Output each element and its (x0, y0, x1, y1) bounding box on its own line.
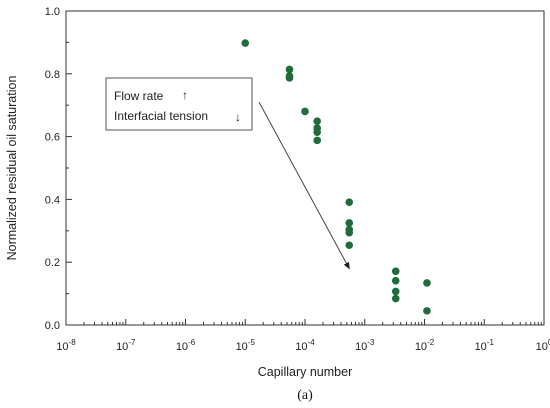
data-point (313, 128, 321, 137)
x-axis-title: Capillary number (258, 365, 352, 379)
data-point (423, 279, 431, 287)
x-tick-label: 10-3 (355, 338, 375, 353)
y-tick-label: 0.6 (45, 132, 60, 144)
x-tick-label: 10-5 (236, 338, 256, 353)
panel-label: (a) (297, 388, 313, 403)
data-point (285, 65, 294, 74)
x-tick-label: 10-2 (415, 338, 435, 353)
down-arrow-icon: ↓ (235, 110, 241, 124)
data-point (301, 107, 309, 116)
x-tick-label: 10-1 (475, 338, 495, 353)
up-arrow-icon: ↑ (182, 88, 188, 102)
data-point (423, 307, 431, 315)
data-point (391, 267, 400, 276)
data-point (345, 241, 354, 250)
y-tick-label: 1.0 (45, 6, 60, 18)
x-tick-label: 10-8 (56, 338, 76, 353)
data-point (391, 294, 400, 303)
annotation-flow-rate: Flow rate (114, 89, 164, 103)
data-point (391, 276, 400, 285)
x-tick-label: 100 (536, 338, 550, 353)
data-points (241, 39, 431, 315)
y-tick-label: 0.0 (45, 320, 60, 332)
data-point (313, 117, 321, 126)
annotation: Flow rate ↑ Interfacial tension ↓ (105, 77, 350, 270)
axes: 0.0 0.2 0.4 0.6 0.8 1.0 10-8 10-7 10-6 10-5 10-4 10… (45, 6, 550, 353)
data-point (241, 39, 250, 47)
y-tick-label: 0.8 (45, 69, 60, 81)
annotation-box (105, 77, 253, 131)
y-tick-label: 0.2 (45, 257, 60, 269)
annotation-interfacial-tension: Interfacial tension (114, 109, 208, 123)
plot-frame (65, 10, 545, 326)
x-tick-label: 10-7 (116, 338, 136, 353)
data-point (345, 198, 354, 207)
data-point (285, 74, 294, 82)
y-tick-label: 0.4 (45, 194, 60, 206)
y-axis-title: Normalized residual oil saturation (5, 76, 19, 261)
data-point (391, 287, 400, 296)
x-tick-label: 10-4 (295, 338, 315, 353)
trend-arrow (258, 101, 350, 270)
data-point (345, 219, 354, 227)
data-point (313, 136, 321, 145)
x-tick-label: 10-6 (176, 338, 196, 353)
data-point (345, 228, 354, 237)
